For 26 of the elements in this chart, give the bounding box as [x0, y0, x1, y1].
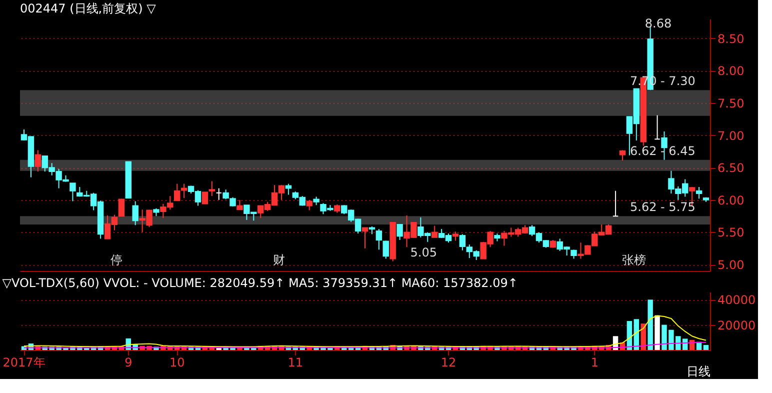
band-label: 5.62 - 5.75	[630, 200, 696, 214]
y-tick-label: 6.00	[718, 193, 744, 208]
annotation: 5.05	[410, 246, 438, 260]
chart-title: 002447 (日线,前复权) ▽	[20, 1, 157, 16]
y-tick-label: 40000	[718, 293, 756, 308]
x-tick-label: 10	[169, 356, 185, 370]
y-tick-label: 6.50	[718, 161, 744, 176]
x-tick-label: 9	[124, 356, 132, 370]
annotation: 财	[272, 253, 285, 268]
y-tick-label: 20000	[718, 318, 756, 332]
y-tick-label: 8.50	[718, 32, 744, 46]
annotation: 张榜	[622, 253, 646, 268]
y-tick-label: 8.00	[718, 64, 744, 78]
chart-title: ▽VOL-TDX(5,60) VVOL: - VOLUME: 282049.59↑ MA5: 379359.31↑ MA60: 157382.09↑	[2, 276, 518, 290]
band-label: 7.70 - 7.30	[630, 74, 696, 88]
annotation: 8.68	[644, 16, 672, 30]
x-tick-label: 2017年	[2, 356, 46, 370]
y-tick-label: 5.50	[718, 226, 744, 240]
y-tick-label: 7.00	[718, 128, 744, 143]
x-tick-label: 11	[288, 356, 304, 370]
annotation: 停	[110, 253, 123, 268]
y-tick-label: 5.00	[718, 258, 744, 272]
y-tick-label: 7.50	[718, 96, 744, 110]
x-tick-label: 1	[590, 356, 598, 370]
x-tick-label: 12	[440, 356, 456, 370]
x-axis-title: 日线	[686, 364, 710, 378]
